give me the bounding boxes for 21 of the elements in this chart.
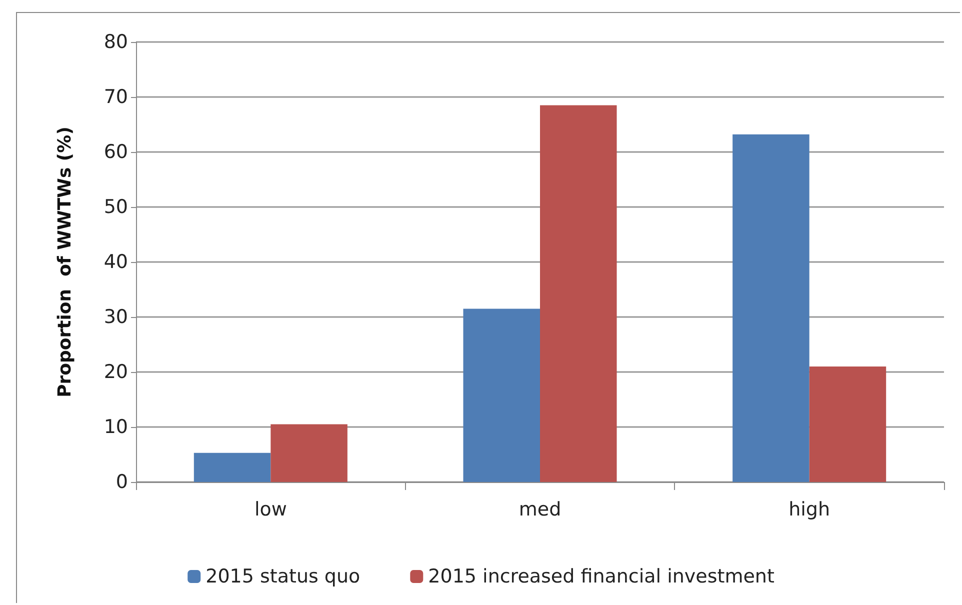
x-tick-label: low bbox=[254, 498, 287, 520]
legend-label: 2015 status quo bbox=[206, 566, 360, 588]
y-axis-title: Proportion of WWTWs (%) bbox=[54, 126, 76, 398]
x-tick-label: med bbox=[518, 498, 562, 520]
bar bbox=[540, 105, 617, 482]
y-tick-label: 40 bbox=[104, 251, 128, 273]
y-tick-label: 50 bbox=[104, 196, 128, 218]
y-tick-label: 30 bbox=[104, 306, 128, 328]
x-tick-label: high bbox=[788, 498, 830, 520]
bar bbox=[270, 424, 348, 482]
y-tick-label: 60 bbox=[104, 141, 128, 163]
y-tick-label: 10 bbox=[104, 416, 128, 438]
y-tick-label: 0 bbox=[116, 471, 128, 493]
y-tick-label: 20 bbox=[104, 361, 128, 383]
y-tick-label: 80 bbox=[104, 31, 128, 53]
bar bbox=[194, 452, 271, 482]
bar bbox=[809, 366, 886, 482]
bar bbox=[732, 134, 810, 482]
bar bbox=[463, 308, 540, 482]
y-tick-label: 70 bbox=[104, 86, 128, 108]
legend-label: 2015 increased financial investment bbox=[428, 566, 774, 588]
